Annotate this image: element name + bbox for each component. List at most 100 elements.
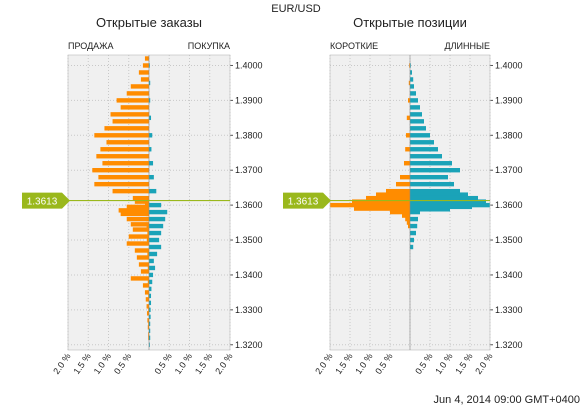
buy-bar — [410, 188, 460, 194]
buy-bar — [149, 237, 160, 243]
buy-bar — [410, 77, 414, 82]
right-side-label: ПОКУПКА — [188, 41, 230, 51]
buy-bar — [149, 223, 164, 229]
sell-bar — [366, 195, 410, 201]
sell-bar — [400, 174, 410, 180]
buy-bar — [149, 272, 154, 278]
buy-bar — [149, 314, 151, 320]
x-tick-label: 1.0 % — [353, 351, 374, 376]
buy-bar — [149, 174, 154, 180]
sell-bar — [126, 216, 149, 222]
sell-bar — [396, 181, 410, 187]
buy-bar — [149, 279, 153, 285]
sell-bar — [390, 209, 410, 215]
sell-bar — [354, 206, 410, 211]
buy-bar — [410, 230, 416, 236]
sell-bar — [142, 283, 149, 288]
plot-frame — [329, 54, 491, 351]
sell-bar — [126, 241, 149, 246]
buy-bar — [149, 63, 150, 68]
buy-bar — [149, 216, 166, 222]
buy-bar — [149, 293, 152, 299]
sell-bar — [147, 318, 149, 323]
x-tick-label: 1.5 % — [333, 351, 354, 376]
current-price-label: 1.3613 — [288, 197, 319, 208]
x-tick-label: 2.0 % — [473, 351, 494, 376]
buy-bar — [410, 112, 422, 117]
current-price-label: 1.3613 — [27, 197, 58, 208]
buy-bar — [149, 230, 162, 236]
buy-bar — [149, 251, 158, 257]
sell-bar — [134, 199, 149, 204]
sell-bar — [146, 304, 149, 309]
sell-bar — [147, 251, 149, 257]
buy-bar — [410, 216, 418, 222]
sell-bar — [148, 332, 149, 337]
sell-bar — [140, 269, 149, 274]
sell-bar — [136, 255, 149, 260]
buy-bar — [149, 300, 152, 306]
buy-bar — [410, 207, 450, 212]
sell-bar — [144, 290, 149, 295]
sell-bar — [408, 223, 410, 229]
buy-bar — [410, 119, 424, 124]
buy-bar — [149, 147, 152, 152]
current-price-marker — [283, 192, 331, 209]
sell-bar — [112, 188, 149, 194]
buy-bar — [149, 161, 154, 166]
x-tick-label: 0.5 % — [152, 351, 173, 376]
sell-bar — [104, 126, 149, 131]
sell-bar — [130, 84, 149, 89]
buy-bar — [410, 223, 418, 229]
y-tick-label: 1.3600 — [235, 200, 263, 210]
buy-bar — [149, 286, 152, 292]
sell-bar — [148, 293, 149, 299]
sell-bar — [404, 161, 410, 166]
sell-bar — [146, 311, 149, 316]
sell-bar — [145, 297, 149, 302]
sell-bar — [94, 133, 149, 138]
y-tick-label: 1.3400 — [495, 270, 523, 280]
timestamp: Jun 4, 2014 09:00 GMT+0400 — [434, 394, 580, 406]
sell-bar — [106, 140, 149, 145]
sell-bar — [138, 70, 149, 75]
buy-bar — [149, 188, 157, 194]
x-tick-label: 0.5 % — [112, 351, 133, 376]
y-tick-label: 1.4000 — [235, 60, 263, 70]
y-tick-label: 1.3700 — [495, 165, 523, 175]
buy-bar — [149, 244, 162, 250]
x-tick-label: 0.5 % — [373, 351, 394, 376]
sell-bar — [120, 211, 149, 217]
panel-open-positions: Открытые позиции КОРОТКИЕ ДЛИННЫЕ 1.4000 1.3… — [283, 15, 523, 376]
pair-title: EUR/USD — [271, 3, 321, 15]
sell-bar — [132, 195, 149, 201]
sell-bar — [138, 262, 149, 267]
sell-bar — [370, 202, 410, 208]
sell-bar — [142, 63, 149, 68]
sell-bar — [140, 77, 149, 82]
buy-bar — [410, 174, 448, 180]
buy-bar — [410, 147, 438, 152]
sell-bar — [126, 91, 149, 96]
buy-bar — [410, 126, 426, 131]
x-tick-label: 0.5 % — [413, 351, 434, 376]
sell-bar — [402, 213, 410, 218]
y-tick-label: 1.3300 — [495, 305, 523, 315]
y-tick-label: 1.3500 — [495, 235, 523, 245]
sell-bar — [408, 80, 410, 86]
buy-bar — [149, 80, 151, 86]
sell-bar — [147, 279, 149, 285]
buy-bar — [410, 140, 434, 145]
sell-bar — [376, 192, 410, 197]
y-tick-label: 1.3800 — [495, 130, 523, 140]
sell-bar — [406, 115, 410, 121]
buy-bar — [149, 321, 151, 327]
y-tick-label: 1.3200 — [235, 340, 263, 350]
sell-bar — [130, 276, 149, 281]
buy-bar — [410, 237, 414, 243]
buy-bar — [410, 168, 460, 173]
sell-bar — [148, 335, 149, 340]
x-tick-label: 1.0 % — [433, 351, 454, 376]
buy-bar — [410, 98, 418, 103]
sell-bar — [406, 220, 410, 225]
